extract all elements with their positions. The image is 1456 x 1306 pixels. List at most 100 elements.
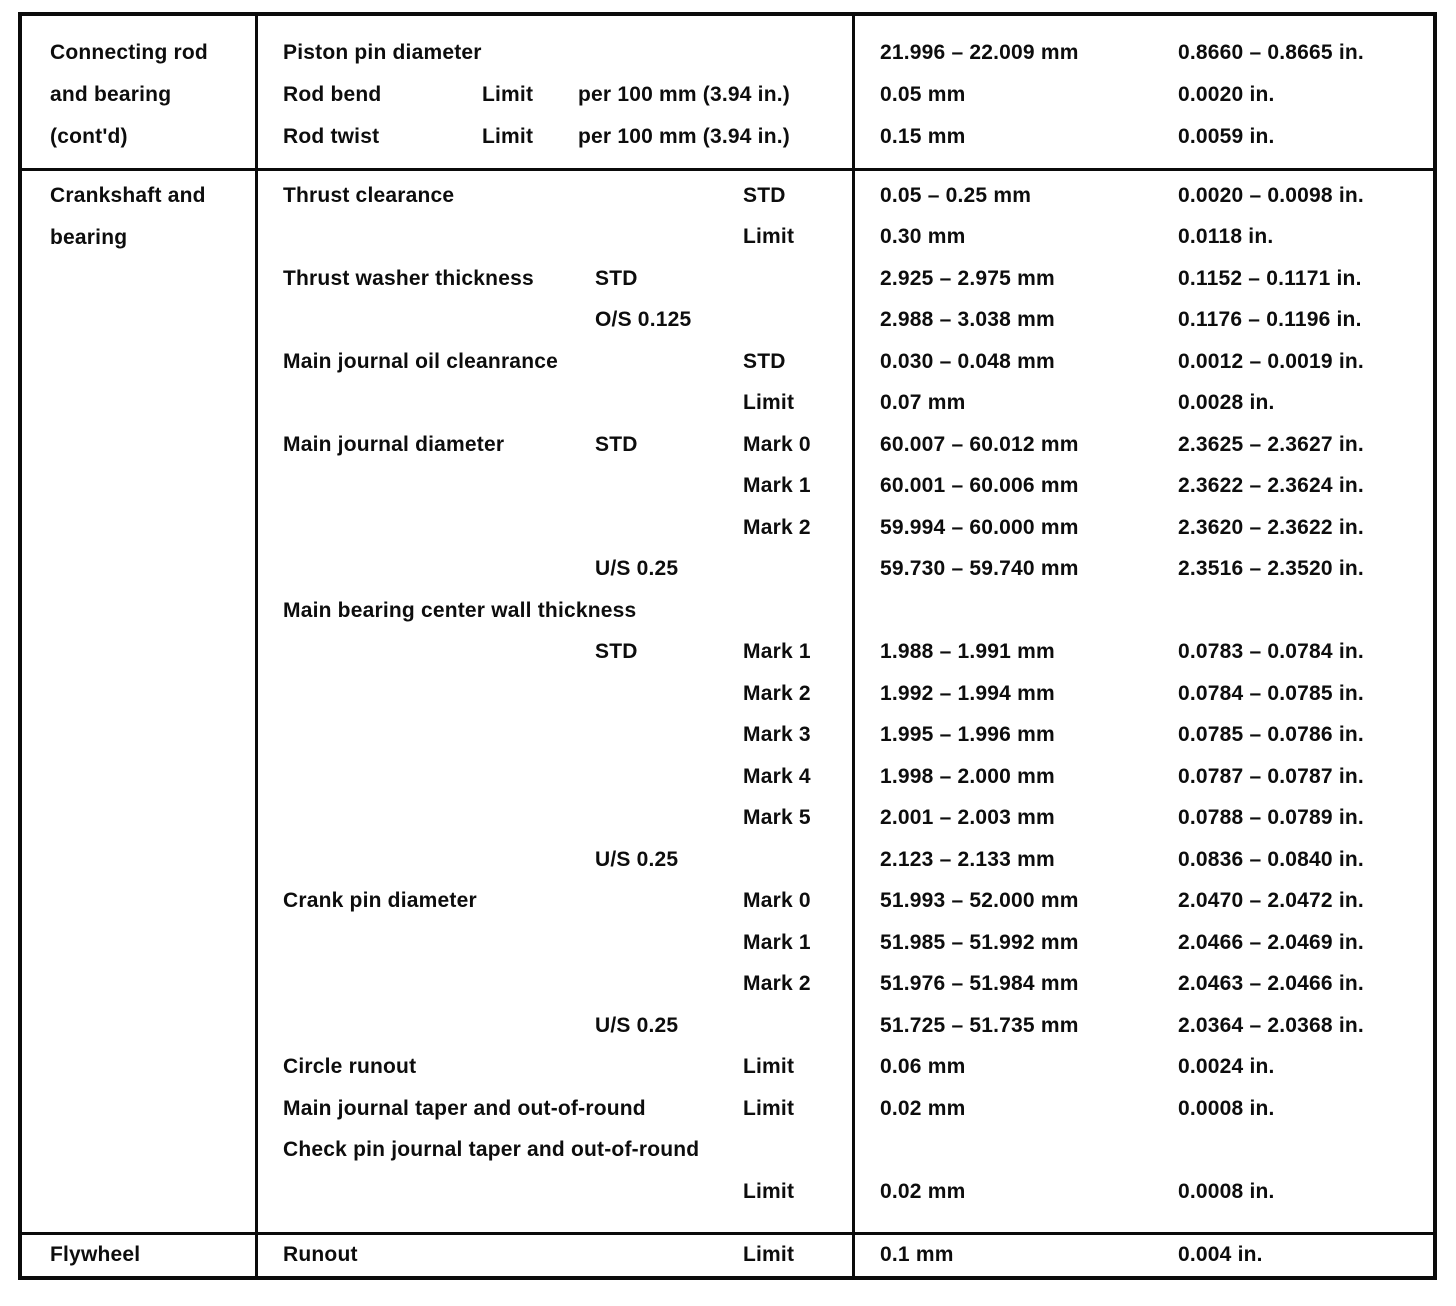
spec-value-in: 0.0118 in. [1178, 225, 1274, 249]
spec-row: Rod twist Limit per 100 mm (3.94 in.) 0.15 … [22, 116, 1433, 158]
spec-grade-selector: Limit [743, 225, 795, 249]
spec-row: U/S 0.25 51.725 – 51.735 mm 2.0364 – 2.036… [22, 1005, 1433, 1047]
spec-grade-selector: Limit [743, 1096, 795, 1120]
spec-row: U/S 0.25 2.123 – 2.133 mm 0.0836 – 0.0840 … [22, 839, 1433, 881]
spec-value-in: 0.0020 in. [1178, 83, 1275, 106]
spec-size-qualifier: STD [595, 266, 638, 290]
spec-value-mm: 2.925 – 2.975 mm [880, 266, 1055, 290]
spec-value-in: 0.1176 – 0.1196 in. [1178, 308, 1362, 332]
spec-item-label: Rod bend [283, 83, 382, 106]
spec-row: Mark 2 1.992 – 1.994 mm 0.0784 – 0.0785 in… [22, 673, 1433, 715]
spec-row: Thrust clearance STD 0.05 – 0.25 mm 0.0020 … [22, 175, 1433, 217]
column-divider [852, 16, 855, 1276]
spec-value-mm: 1.992 – 1.994 mm [880, 681, 1055, 705]
spec-grade-selector: Limit [743, 1243, 795, 1266]
spec-value-in: 0.0788 – 0.0789 in. [1178, 806, 1364, 830]
spec-value-mm: 51.725 – 51.735 mm [880, 1013, 1079, 1037]
spec-row: Circle runout Limit 0.06 mm 0.0024 in. [22, 1047, 1433, 1089]
spec-grade-selector: Limit [743, 1179, 795, 1203]
spec-value-mm: 0.02 mm [880, 1096, 966, 1120]
spec-item-label: Piston pin diameter [283, 41, 482, 64]
component-name-cell: Crankshaft and bearing [50, 171, 245, 258]
spec-grade-selector: STD [743, 349, 786, 373]
spec-row: Limit 0.30 mm 0.0118 in. [22, 217, 1433, 259]
spec-item-label: Crank pin diameter [283, 889, 477, 913]
spec-row: O/S 0.125 2.988 – 3.038 mm 0.1176 – 0.1196… [22, 300, 1433, 342]
spec-row: Mark 1 60.001 – 60.006 mm 2.3622 – 2.3624 … [22, 466, 1433, 508]
spec-value-mm: 2.123 – 2.133 mm [880, 847, 1055, 871]
spec-rows: Thrust clearance STD 0.05 – 0.25 mm 0.0020 … [22, 171, 1433, 1213]
spec-grade-selector: Mark 2 [743, 681, 811, 705]
component-name-cell: Connecting rod and bearing (cont'd) [50, 16, 245, 158]
spec-value-mm: 0.30 mm [880, 225, 966, 249]
spec-grade-selector: Mark 2 [743, 515, 811, 539]
spec-row: Main journal taper and out-of-round Limit… [22, 1088, 1433, 1130]
spec-grade-selector: Mark 1 [743, 474, 811, 498]
spec-value-mm: 0.15 mm [880, 125, 966, 148]
spec-size-qualifier: STD [595, 640, 638, 664]
spec-row: Limit 0.02 mm 0.0008 in. [22, 1171, 1433, 1213]
spec-rows: Runout Limit 0.1 mm 0.004 in. [22, 1235, 1433, 1275]
spec-value-in: 2.0463 – 2.0466 in. [1178, 972, 1364, 996]
component-name-line: bearing [50, 225, 128, 249]
spec-value-in: 2.0364 – 2.0368 in. [1178, 1013, 1364, 1037]
spec-value-in: 0.0008 in. [1178, 1096, 1275, 1120]
spec-size-qualifier: O/S 0.125 [595, 308, 692, 332]
spec-grade-selector: Mark 4 [743, 764, 811, 788]
spec-size-qualifier: U/S 0.25 [595, 1013, 679, 1037]
spec-grade-selector: Mark 1 [743, 930, 811, 954]
spec-grade-selector: Mark 0 [743, 432, 811, 456]
spec-grade-selector: per 100 mm (3.94 in.) [578, 125, 790, 148]
spec-value-in: 0.1152 – 0.1171 in. [1178, 266, 1362, 290]
spec-rows: Piston pin diameter 21.996 – 22.009 mm 0.8… [22, 16, 1433, 158]
spec-value-in: 0.0785 – 0.0786 in. [1178, 723, 1364, 747]
spec-value-mm: 0.05 – 0.25 mm [880, 183, 1032, 207]
spec-row: Piston pin diameter 21.996 – 22.009 mm 0.8… [22, 32, 1433, 74]
spec-row: Mark 4 1.998 – 2.000 mm 0.0787 – 0.0787 in… [22, 756, 1433, 798]
spec-row: Main journal diameter STD Mark 0 60.007 – 6… [22, 424, 1433, 466]
component-name-line: Connecting rod [50, 41, 208, 64]
spec-row: Runout Limit 0.1 mm 0.004 in. [22, 1235, 1433, 1275]
spec-value-in: 0.004 in. [1178, 1243, 1263, 1266]
spec-value-mm: 0.06 mm [880, 1055, 966, 1079]
spec-value-mm: 2.988 – 3.038 mm [880, 308, 1055, 332]
column-divider [255, 16, 258, 1276]
spec-item-label: Runout [283, 1243, 358, 1266]
spec-value-in: 0.0012 – 0.0019 in. [1178, 349, 1364, 373]
spec-value-in: 0.0787 – 0.0787 in. [1178, 764, 1364, 788]
spec-row: Rod bend Limit per 100 mm (3.94 in.) 0.05 m… [22, 74, 1433, 116]
spec-item-label: Main journal oil cleanrance [283, 349, 558, 373]
spec-value-in: 0.0836 – 0.0840 in. [1178, 847, 1364, 871]
spec-size-qualifier: Limit [482, 83, 534, 106]
spec-size-qualifier: U/S 0.25 [595, 557, 679, 581]
spec-value-mm: 21.996 – 22.009 mm [880, 41, 1079, 64]
spec-row: Limit 0.07 mm 0.0028 in. [22, 383, 1433, 425]
spec-value-in: 2.3625 – 2.3627 in. [1178, 432, 1364, 456]
spec-grade-selector: per 100 mm (3.94 in.) [578, 83, 790, 106]
spec-value-mm: 60.001 – 60.006 mm [880, 474, 1079, 498]
spec-row: Mark 2 51.976 – 51.984 mm 2.0463 – 2.0466 … [22, 964, 1433, 1006]
spec-value-mm: 0.1 mm [880, 1243, 954, 1266]
spec-value-mm: 60.007 – 60.012 mm [880, 432, 1079, 456]
spec-grade-selector: Mark 5 [743, 806, 811, 830]
spec-value-mm: 1.995 – 1.996 mm [880, 723, 1055, 747]
spec-value-mm: 2.001 – 2.003 mm [880, 806, 1055, 830]
component-name-line: and bearing [50, 83, 172, 106]
spec-value-mm: 59.994 – 60.000 mm [880, 515, 1079, 539]
spec-value-mm: 59.730 – 59.740 mm [880, 557, 1079, 581]
spec-value-in: 0.0020 – 0.0098 in. [1178, 183, 1364, 207]
spec-size-qualifier: STD [595, 432, 638, 456]
spec-value-in: 2.3620 – 2.3622 in. [1178, 515, 1364, 539]
spec-row: Thrust washer thickness STD 2.925 – 2.975 … [22, 258, 1433, 300]
spec-row: Crank pin diameter Mark 0 51.993 – 52.000 … [22, 881, 1433, 923]
spec-value-in: 2.3516 – 2.3520 in. [1178, 557, 1364, 581]
spec-grade-selector: Mark 3 [743, 723, 811, 747]
spec-value-in: 0.0784 – 0.0785 in. [1178, 681, 1364, 705]
spec-table: Connecting rod and bearing (cont'd) Piston … [18, 12, 1437, 1280]
spec-value-mm: 0.030 – 0.048 mm [880, 349, 1055, 373]
spec-value-in: 0.0024 in. [1178, 1055, 1275, 1079]
spec-row: U/S 0.25 59.730 – 59.740 mm 2.3516 – 2.352… [22, 549, 1433, 591]
spec-value-in: 0.8660 – 0.8665 in. [1178, 41, 1364, 64]
spec-size-qualifier: U/S 0.25 [595, 847, 679, 871]
